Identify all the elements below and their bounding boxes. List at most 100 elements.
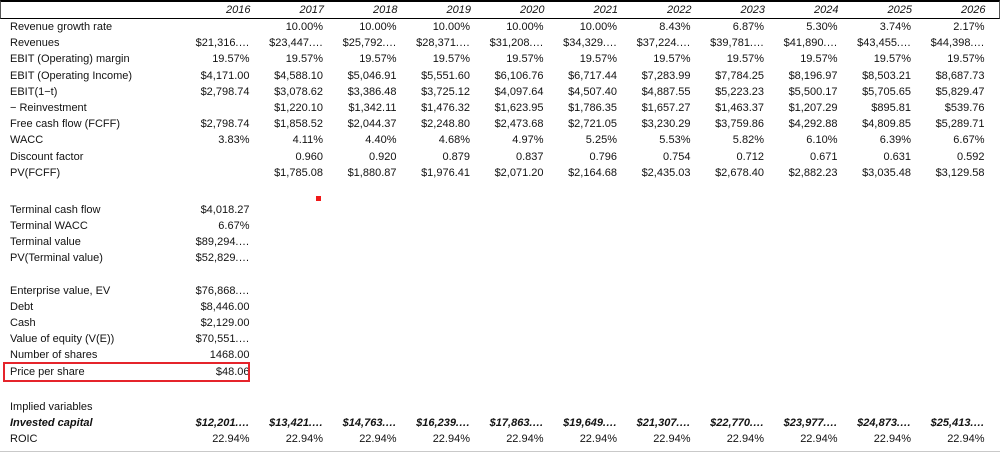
year-header-cell: 2018: [373, 3, 398, 16]
table-cell: $89,294.…: [195, 236, 250, 249]
table-cell: $12,201.…: [195, 416, 250, 429]
table-cell: 3.83%: [218, 134, 250, 147]
table-cell: 19.57%: [212, 53, 250, 66]
table-row: Revenues $21,316.… $23,447.… $25,792.… $28,3…: [0, 35, 1000, 51]
table-row: Price per share $48.06: [0, 361, 1000, 382]
table-cell: $8,503.21: [862, 69, 911, 82]
table-cell: $17,863.…: [489, 416, 544, 429]
table-cell: 0.920: [368, 150, 397, 163]
table-cell: 6.87%: [732, 21, 764, 33]
row-label: Debt: [10, 300, 34, 313]
table-cell: $1,880.87: [347, 166, 397, 179]
row-label: − Reinvestment: [10, 101, 87, 114]
table-cell: 22.94%: [947, 433, 985, 446]
table-cell: $7,784.25: [715, 69, 764, 82]
table-cell: $31,208.…: [489, 37, 544, 50]
table-cell: $2,044.37: [347, 118, 397, 131]
table-cell: $6,717.44: [568, 69, 617, 82]
table-cell: $5,046.91: [347, 69, 397, 82]
table-cell: 19.57%: [800, 53, 838, 66]
table-cell: 0.837: [515, 150, 544, 163]
table-cell: $1,976.41: [421, 166, 470, 179]
table-cell: $1,858.52: [274, 118, 323, 131]
table-row: Discount factor 0.960 0.920 0.879 0.837 0.796…: [0, 149, 1000, 165]
table-cell: 3.74%: [879, 21, 911, 33]
table-cell: $2,248.80: [421, 118, 470, 131]
table-cell: 10.00%: [359, 21, 397, 33]
table-cell: $25,413.…: [930, 416, 985, 429]
row-label: Free cash flow (FCFF): [10, 118, 121, 131]
table-cell: $1,786.35: [568, 101, 617, 114]
row-label: EBIT (Operating) margin: [10, 53, 130, 66]
year-header-cell: 2020: [520, 3, 545, 16]
table-row: WACC 3.83% 4.11% 4.40% 4.68% 4.97% 5.25% 5.53% 5…: [0, 132, 1000, 148]
table-cell: 22.94%: [726, 433, 764, 446]
table-cell: 1468.00: [209, 349, 250, 362]
table-cell: $1,476.32: [421, 101, 470, 114]
table-cell: $37,224.…: [636, 37, 691, 50]
table-cell: 5.30%: [806, 21, 838, 33]
table-cell: $24,873.…: [857, 416, 911, 429]
table-cell: 22.94%: [285, 433, 323, 446]
row-label: WACC: [10, 134, 44, 147]
table-cell: 22.94%: [359, 433, 397, 446]
table-cell: $1,342.11: [348, 101, 397, 114]
table-cell: 19.57%: [873, 53, 911, 66]
table-cell: 10.00%: [285, 21, 323, 33]
row-label: PV(FCFF): [10, 166, 61, 179]
table-cell: $3,035.48: [862, 166, 911, 179]
table-cell: $3,129.58: [935, 166, 985, 179]
year-header-cell: 2016: [226, 3, 251, 16]
table-cell: $2,798.74: [200, 118, 250, 131]
table-cell: 22.94%: [432, 433, 470, 446]
table-cell: $41,890.…: [783, 37, 838, 50]
table-cell: 10.00%: [432, 21, 470, 33]
table-cell: 0.631: [883, 150, 911, 163]
year-header-cell: 2017: [299, 3, 324, 16]
table-cell: $4,588.10: [274, 69, 323, 82]
table-cell: $23,977.…: [783, 416, 838, 429]
table-cell: 19.57%: [506, 53, 544, 66]
table-cell: $6,106.76: [494, 69, 544, 82]
bottom-rule: [0, 451, 1000, 452]
table-cell: 22.94%: [653, 433, 691, 446]
year-header-row: 2016 2017 2018 2019 2020 2021 2022 2023 2024 2025…: [0, 0, 1000, 19]
table-cell: 10.00%: [579, 21, 617, 33]
table-row: Number of shares 1468.00: [0, 347, 1000, 363]
year-header-cell: 2024: [814, 3, 839, 16]
row-label: Revenue growth rate: [10, 21, 113, 33]
table-cell: $2,678.40: [715, 166, 764, 179]
year-header-cell: 2025: [887, 3, 912, 16]
table-cell: $28,371.…: [416, 37, 470, 50]
table-cell: $21,307.…: [636, 416, 691, 429]
table-cell: $22,770.…: [710, 416, 764, 429]
table-cell: $48.06: [215, 365, 250, 378]
table-row: Enterprise value, EV $76,868.…: [0, 283, 1000, 299]
table-cell: 0.592: [956, 150, 985, 163]
row-label: Terminal value: [10, 236, 81, 249]
table-cell: 2.17%: [953, 21, 985, 33]
table-cell: 19.57%: [726, 53, 764, 66]
table-cell: 8.43%: [659, 21, 691, 33]
table-cell: $4,809.85: [862, 118, 911, 131]
table-cell: 0.712: [736, 150, 764, 163]
table-cell: $23,447.…: [269, 37, 323, 50]
table-cell: $44,398.…: [930, 37, 985, 50]
table-cell: 4.97%: [512, 134, 544, 147]
table-cell: $8,687.73: [935, 69, 985, 82]
table-cell: $4,097.64: [494, 85, 544, 98]
table-cell: 10.00%: [506, 21, 544, 33]
table-cell: $2,071.20: [494, 166, 544, 179]
table-cell: $2,882.23: [788, 166, 838, 179]
table-cell: $2,164.68: [568, 166, 617, 179]
row-label: Implied variables: [10, 400, 93, 413]
table-cell: $8,446.00: [200, 300, 250, 313]
table-cell: 19.57%: [432, 53, 470, 66]
row-label: Price per share: [10, 365, 85, 378]
table-cell: 4.11%: [292, 134, 323, 147]
table-cell: $539.76: [944, 101, 985, 114]
table-cell: $5,289.71: [935, 118, 985, 131]
table-cell: $76,868.…: [195, 284, 250, 297]
table-row: Cash $2,129.00: [0, 315, 1000, 331]
